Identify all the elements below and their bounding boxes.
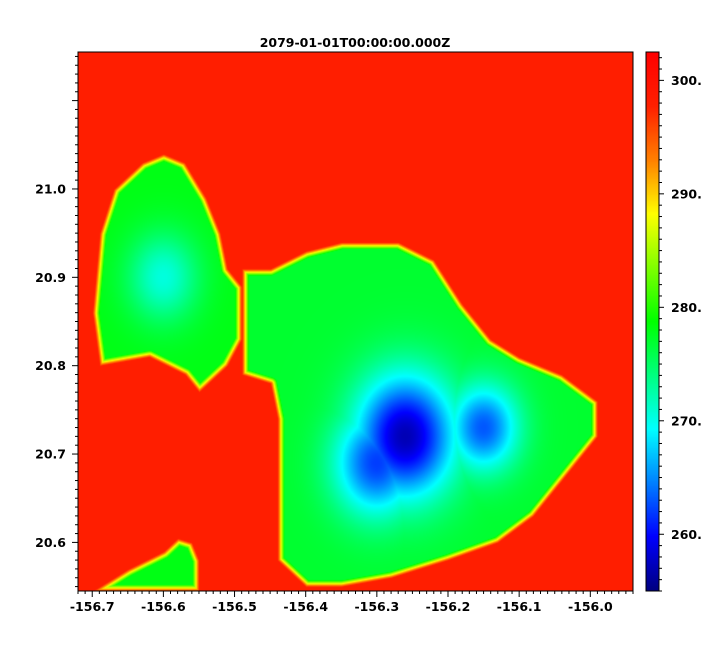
x-tick-label: -156.6: [141, 599, 186, 614]
colorbar-axis: 300. 290. 280. 270. 260.: [659, 57, 702, 592]
colorbar-tick-label: 270.: [671, 413, 702, 428]
y-tick-label: 20.6: [35, 535, 66, 550]
chart-title: 2079-01-01T00:00:00.000Z: [260, 35, 451, 50]
x-tick-label: -156.7: [70, 599, 115, 614]
colorbar-tick-label: 280.: [671, 300, 702, 315]
x-tick-label: -156.1: [497, 599, 542, 614]
y-axis: 21.0 20.9 20.8 20.7 20.6: [35, 55, 78, 588]
colorbar-frame: [645, 51, 660, 592]
colorbar-tick-label: 260.: [671, 527, 702, 542]
x-axis: -156.7 -156.6 -156.5 -156.4 -156.3 -156.2 -156…: [70, 591, 634, 614]
x-tick-label: -156.5: [212, 599, 257, 614]
x-tick-label: -156.2: [426, 599, 471, 614]
colorbar-tick-label: 290.: [671, 186, 702, 201]
y-tick-label: 20.8: [35, 358, 66, 373]
x-tick-label: -156.0: [568, 599, 613, 614]
colorbar-gradient: [646, 52, 659, 591]
y-tick-label: 20.7: [35, 447, 66, 462]
heatmap-field: [78, 52, 633, 591]
y-tick-label: 20.9: [35, 270, 66, 285]
y-tick-label: 21.0: [35, 181, 66, 196]
x-tick-label: -156.3: [354, 599, 399, 614]
x-tick-label: -156.4: [283, 599, 328, 614]
colorbar-tick-label: 300.: [671, 73, 702, 88]
